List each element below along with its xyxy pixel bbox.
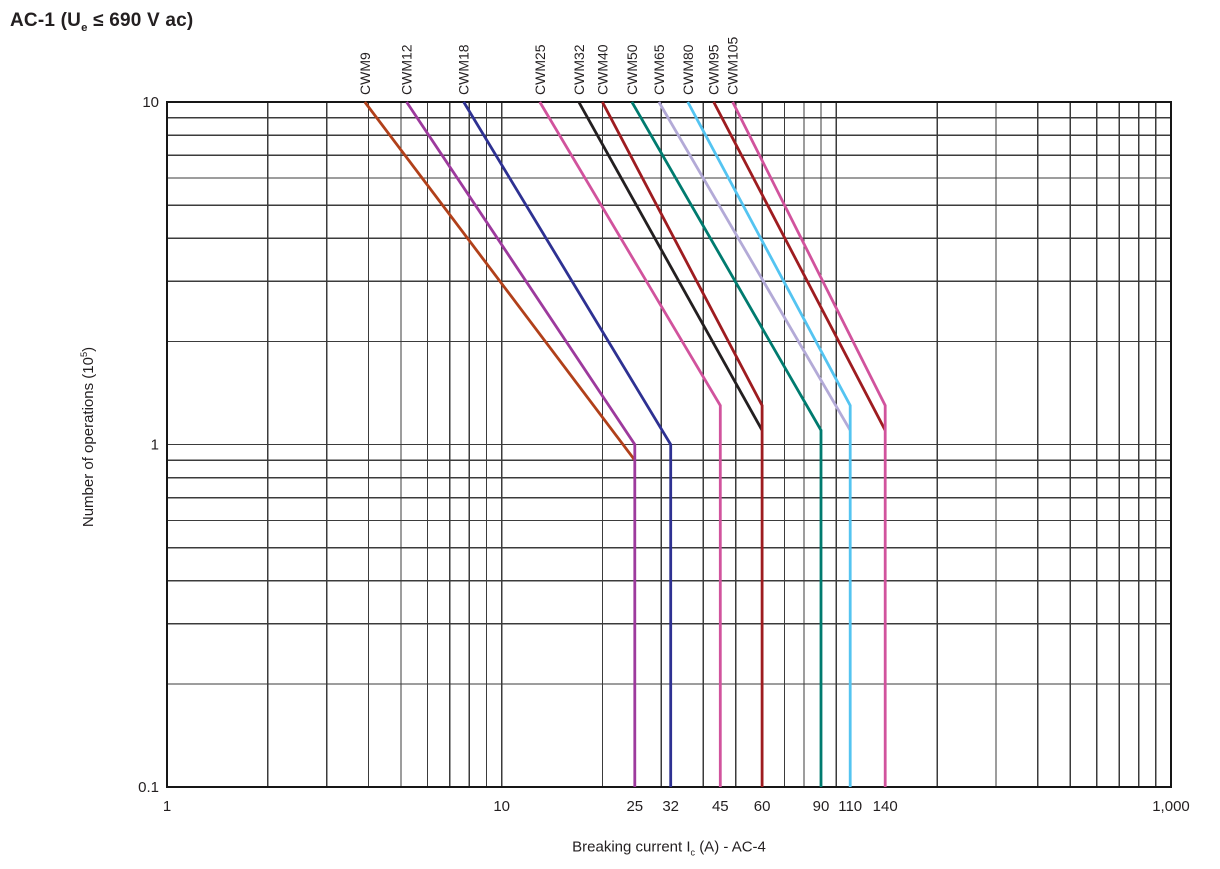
x-axis-title-text: Breaking current I [572,838,691,856]
curve-cwm25 [538,101,722,787]
x-axis-title-text-2: (A) - AC-4 [695,838,766,856]
curve-label-cwm95: CWM95 [706,44,722,95]
curve-cwm95 [712,101,887,431]
curve-label-cwm25: CWM25 [532,44,548,95]
y-axis-title-text: Number of operations (10 [80,357,97,528]
x-tick-1000: 1,000 [1152,798,1190,815]
curve-cwm105 [731,101,887,787]
chart-title-text-2: ≤ 690 V ac) [87,10,194,31]
x-axis-title-subscript: c [690,847,696,858]
curve-label-cwm40: CWM40 [594,44,610,95]
x-tick-25: 25 [626,798,643,815]
x-tick-10: 10 [493,798,510,815]
curve-cwm80 [686,101,852,787]
x-tick-45: 45 [712,798,729,815]
x-tick-60: 60 [754,798,771,815]
y-tick-1: 1 [151,437,159,454]
chart-title: AC-1 (Ue ≤ 690 V ac) [10,10,193,34]
curves [363,101,887,787]
curve-cwm40 [601,101,764,787]
x-tick-110: 110 [838,798,862,815]
x-tick-labels: 1 10 25 32 45 60 90 110 140 1,000 [163,798,1190,815]
curve-cwm65 [657,101,852,432]
x-tick-32: 32 [662,798,679,815]
curve-label-cwm80: CWM80 [680,44,696,95]
x-tick-140: 140 [873,798,898,815]
curve-label-cwm105: CWM105 [725,36,741,95]
x-tick-1: 1 [163,798,171,815]
curve-label-cwm9: CWM9 [357,52,373,95]
y-tick-0.1: 0.1 [138,779,159,796]
grid [166,101,1172,788]
chart-title-text: AC-1 (U [10,10,82,31]
chart-title-subscript: e [81,21,88,34]
y-tick-10: 10 [142,94,159,111]
curve-label-cwm18: CWM18 [456,44,472,95]
curve-label-cwm12: CWM12 [399,44,415,95]
curve-cwm50 [630,101,823,787]
curve-cwm32 [577,101,764,431]
y-axis-title: Number of operations (105) [79,347,97,527]
x-axis-title: Breaking current Ic (A) - AC-4 [572,839,766,858]
plot-border [165,100,1173,789]
x-tick-90: 90 [813,798,830,815]
y-tick-labels: 10 1 0.1 [138,94,159,796]
curve-labels: CWM9 CWM12 CWM18 CWM25 CWM32 CWM40 CWM50 CWM65 C… [357,36,741,95]
y-axis-title-text-2: ) [80,346,97,352]
curve-cwm12 [405,101,637,787]
curve-label-cwm32: CWM32 [571,44,587,95]
y-axis-title-superscript: 5 [79,351,89,358]
curve-cwm9 [363,101,636,462]
curve-cwm18 [462,101,673,787]
curve-label-cwm50: CWM50 [624,44,640,95]
curve-label-cwm65: CWM65 [651,44,667,95]
